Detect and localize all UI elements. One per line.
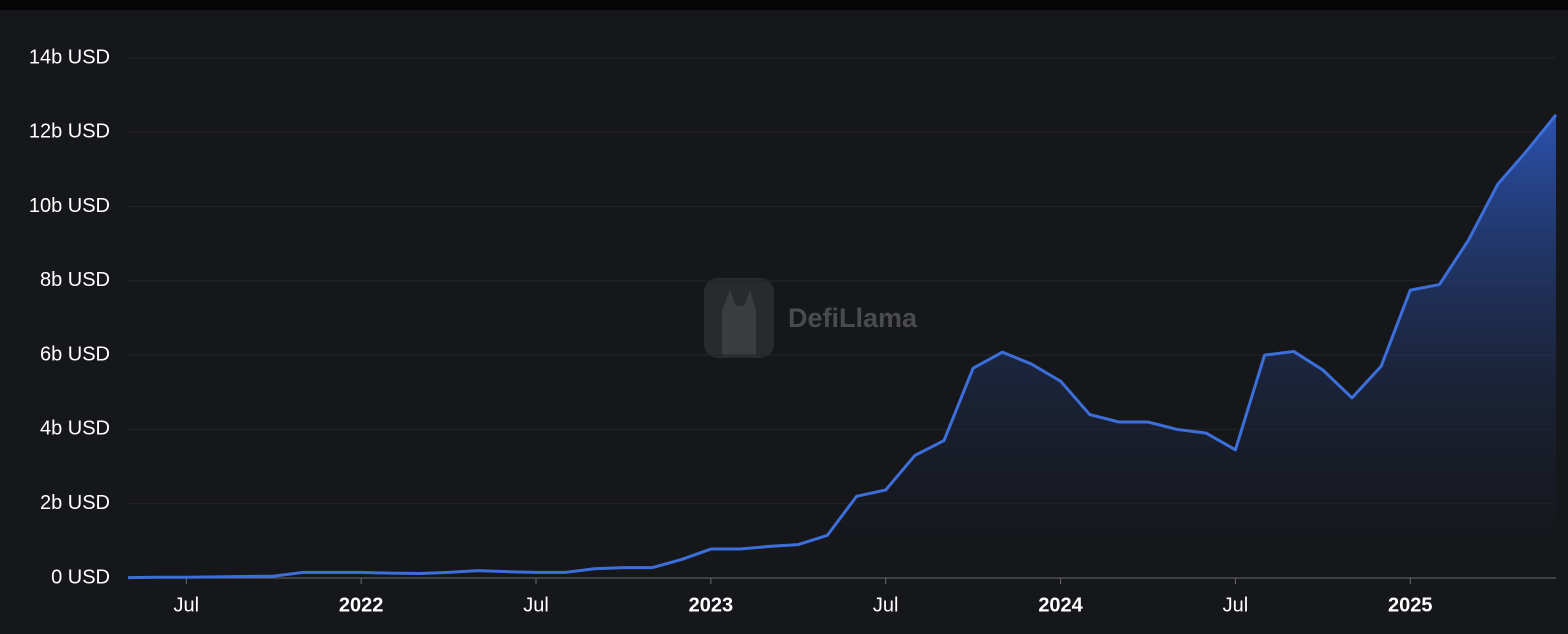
y-tick-label: 2b USD [40, 492, 110, 514]
watermark: DefiLlama [788, 303, 918, 333]
x-tick-label: Jul [873, 594, 899, 616]
y-tick-label: 6b USD [40, 343, 110, 365]
x-tick-label: Jul [523, 594, 549, 616]
x-tick-label: Jul [173, 594, 199, 616]
top-bar [0, 0, 1568, 10]
x-tick-label: 2024 [1038, 594, 1083, 616]
y-tick-label: 4b USD [40, 418, 110, 440]
y-tick-label: 14b USD [29, 46, 110, 68]
y-tick-label: 10b USD [29, 195, 110, 217]
y-tick-label: 0 USD [51, 566, 110, 588]
x-tick-label: 2023 [689, 594, 734, 616]
line [127, 113, 1558, 580]
y-tick-label: 12b USD [29, 121, 110, 143]
x-tick-label: 2025 [1388, 594, 1433, 616]
area [128, 114, 1556, 578]
x-tick-label: 2022 [339, 594, 384, 616]
watermark-logo [704, 278, 774, 358]
y-tick-label: 8b USD [40, 269, 110, 291]
x-tick-label: Jul [1223, 594, 1249, 616]
